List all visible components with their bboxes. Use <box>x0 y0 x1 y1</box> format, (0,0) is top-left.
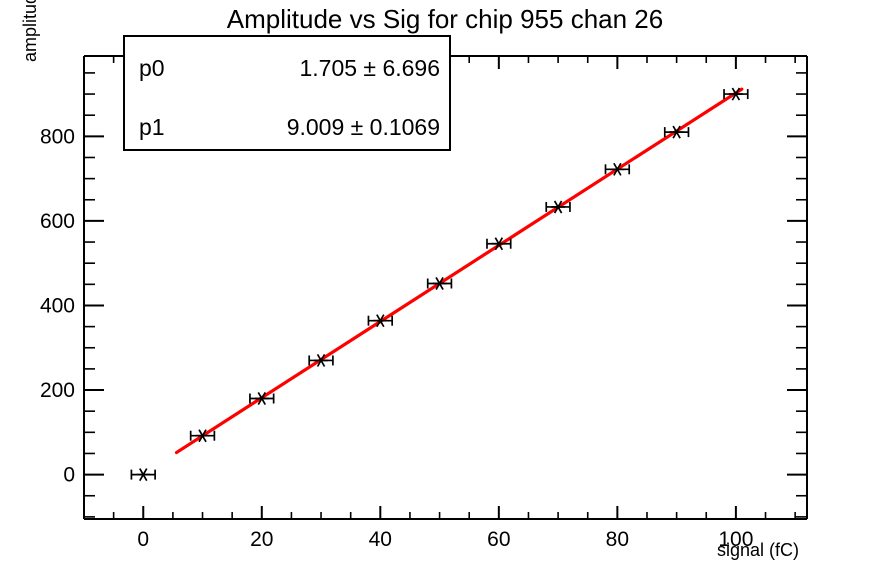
y-tick-label: 600 <box>40 210 75 233</box>
x-tick-label: 20 <box>250 528 273 551</box>
data-point <box>367 314 394 328</box>
y-tick-label: 200 <box>40 379 75 402</box>
data-point <box>663 125 690 139</box>
data-point <box>249 392 275 405</box>
data-point <box>189 429 216 443</box>
stats-row-0-value: 1.705 ± 6.696 <box>299 55 440 81</box>
stats-row-0-param: p0 <box>139 55 165 81</box>
x-tick-label: 40 <box>369 528 392 551</box>
x-tick-label: 100 <box>718 528 753 551</box>
y-tick-label: 800 <box>40 125 75 148</box>
y-tick-label: 400 <box>40 294 75 317</box>
x-tick-label: 0 <box>137 528 149 551</box>
fit-line-group <box>174 87 744 455</box>
x-tick-label: 80 <box>606 528 629 551</box>
page-title: Amplitude vs Sig for chip 955 chan 26 <box>227 4 663 34</box>
data-point <box>130 468 156 482</box>
y-tick-label: 0 <box>63 464 75 487</box>
data-point <box>486 237 512 251</box>
fit-line <box>174 87 744 455</box>
tick-label-group: 0 20 40 60 80 100 0 200 400 600 800 <box>40 125 753 551</box>
stats-box-frame <box>123 35 451 151</box>
y-axis-title: amplitude (ADC) <box>20 0 40 62</box>
data-point <box>545 200 571 214</box>
data-point <box>604 162 631 176</box>
data-point <box>723 87 749 101</box>
x-axis-title: signal (fC) <box>717 540 799 560</box>
stats-box[interactable]: p0 1.705 ± 6.696 p1 9.009 ± 0.1069 <box>123 35 451 151</box>
data-point-group <box>130 87 749 482</box>
stats-row-1-value: 9.009 ± 0.1069 <box>287 114 440 140</box>
stats-row-1-param: p1 <box>139 114 165 140</box>
data-point <box>426 276 453 290</box>
x-tick-label: 60 <box>487 528 510 551</box>
data-point <box>308 353 334 367</box>
